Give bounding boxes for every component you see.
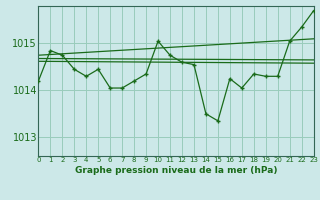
X-axis label: Graphe pression niveau de la mer (hPa): Graphe pression niveau de la mer (hPa) <box>75 166 277 175</box>
